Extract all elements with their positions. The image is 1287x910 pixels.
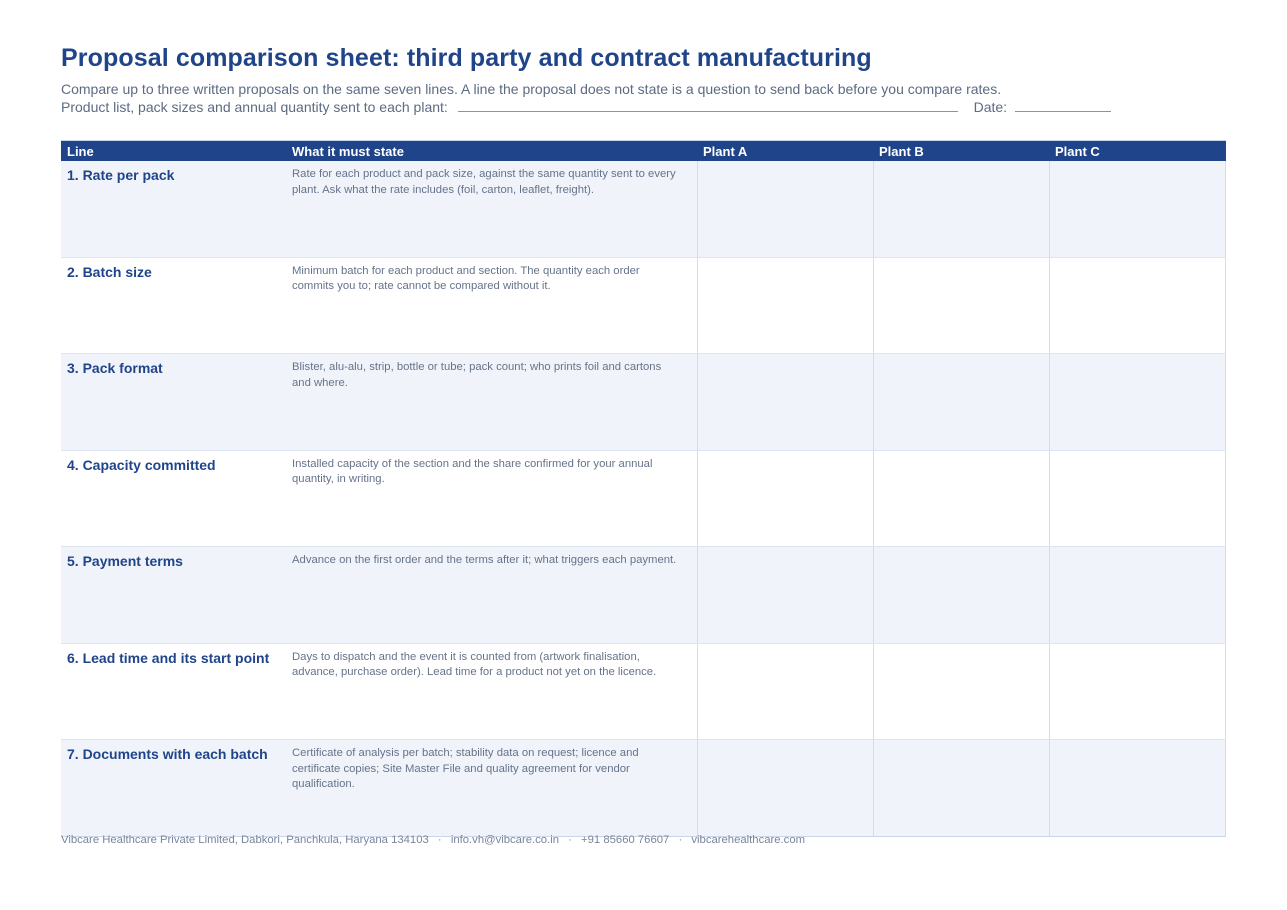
row-line-label: 3. Pack format bbox=[67, 360, 163, 376]
plant-a-cell[interactable] bbox=[697, 161, 873, 257]
row-must-state: Installed capacity of the section and th… bbox=[292, 457, 653, 486]
row-line-label: 6. Lead time and its start point bbox=[67, 649, 270, 666]
plant-b-cell[interactable] bbox=[873, 740, 1049, 836]
column-header-plant-a: Plant A bbox=[703, 143, 748, 159]
plant-c-cell[interactable] bbox=[1049, 740, 1226, 836]
table-row: 7. Documents with each batch Certificate… bbox=[61, 740, 1226, 837]
product-list-label: Product list, pack sizes and annual quan… bbox=[61, 99, 448, 115]
column-header-must-state: What it must state bbox=[292, 143, 404, 159]
plant-a-cell[interactable] bbox=[697, 547, 873, 643]
row-must-state: Blister, alu-alu, strip, bottle or tube;… bbox=[292, 361, 662, 389]
footer-company: Vibcare Healthcare Private Limited, Dabk… bbox=[61, 834, 429, 846]
row-must-state: Advance on the first order and the terms… bbox=[292, 554, 677, 566]
plant-a-cell[interactable] bbox=[697, 740, 873, 836]
plant-b-cell[interactable] bbox=[873, 547, 1049, 643]
page-subtitle: Compare up to three written proposals on… bbox=[61, 81, 1002, 97]
column-header-line: Line bbox=[67, 143, 94, 159]
row-line-label: 4. Capacity committed bbox=[67, 456, 216, 473]
plant-c-cell[interactable] bbox=[1049, 354, 1226, 450]
plant-b-cell[interactable] bbox=[873, 450, 1049, 546]
product-list-line: Product list, pack sizes and annual quan… bbox=[61, 99, 1111, 115]
footer-phone: +91 85660 76607 bbox=[581, 834, 670, 846]
row-line-label: 1. Rate per pack bbox=[67, 167, 175, 183]
plant-b-cell[interactable] bbox=[873, 354, 1049, 450]
footer-separator: · bbox=[437, 834, 442, 846]
table-row: 5. Payment terms Advance on the first or… bbox=[61, 547, 1226, 644]
plant-a-cell[interactable] bbox=[697, 354, 873, 450]
plant-b-cell[interactable] bbox=[873, 257, 1049, 353]
table-row: 6. Lead time and its start point Days to… bbox=[61, 643, 1226, 740]
column-header-plant-c: Plant C bbox=[1055, 143, 1100, 159]
plant-c-cell[interactable] bbox=[1049, 643, 1226, 739]
row-line-label: 2. Batch size bbox=[67, 263, 152, 280]
table-row: 4. Capacity committed Installed capacity… bbox=[61, 450, 1226, 547]
column-header-plant-b: Plant B bbox=[879, 143, 924, 159]
row-line-label: 7. Documents with each batch bbox=[67, 746, 268, 762]
date-blank[interactable] bbox=[1014, 99, 1111, 112]
row-line-label: 5. Payment terms bbox=[67, 553, 183, 569]
page-title: Proposal comparison sheet: third party a… bbox=[61, 44, 872, 72]
comparison-table: Line What it must state Plant A Plant B … bbox=[61, 140, 1226, 837]
footer-email: info.vh@vibcare.co.in bbox=[450, 834, 559, 846]
page-footer: Vibcare Healthcare Private Limited, Dabk… bbox=[61, 834, 805, 846]
plant-c-cell[interactable] bbox=[1049, 161, 1226, 257]
table-row: 2. Batch size Minimum batch for each pro… bbox=[61, 257, 1226, 354]
table-row: 3. Pack format Blister, alu-alu, strip, … bbox=[61, 354, 1226, 451]
plant-a-cell[interactable] bbox=[697, 643, 873, 739]
row-must-state: Rate for each product and pack size, aga… bbox=[292, 168, 676, 196]
table-header: Line What it must state Plant A Plant B … bbox=[61, 141, 1226, 161]
plant-a-cell[interactable] bbox=[697, 257, 873, 353]
row-must-state: Minimum batch for each product and secti… bbox=[292, 264, 640, 293]
plant-c-cell[interactable] bbox=[1049, 547, 1226, 643]
table-row: 1. Rate per pack Rate for each product a… bbox=[61, 161, 1226, 258]
plant-b-cell[interactable] bbox=[873, 161, 1049, 257]
plant-a-cell[interactable] bbox=[697, 450, 873, 546]
row-must-state: Certificate of analysis per batch; stabi… bbox=[292, 747, 639, 790]
footer-website: vibcarehealthcare.com bbox=[691, 834, 806, 846]
plant-b-cell[interactable] bbox=[873, 643, 1049, 739]
date-label: Date: bbox=[973, 99, 1008, 115]
footer-separator: · bbox=[568, 834, 572, 846]
row-must-state: Days to dispatch and the event it is cou… bbox=[292, 650, 657, 679]
footer-separator: · bbox=[678, 834, 683, 846]
product-list-blank[interactable] bbox=[457, 99, 958, 112]
plant-c-cell[interactable] bbox=[1049, 257, 1226, 353]
plant-c-cell[interactable] bbox=[1049, 450, 1226, 546]
